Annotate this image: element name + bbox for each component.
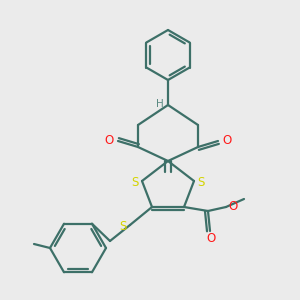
Text: O: O xyxy=(228,200,238,214)
Text: S: S xyxy=(131,176,139,188)
Text: O: O xyxy=(206,232,216,245)
Text: S: S xyxy=(197,176,205,188)
Text: S: S xyxy=(119,220,127,233)
Text: O: O xyxy=(104,134,114,148)
Text: H: H xyxy=(156,99,164,109)
Text: O: O xyxy=(222,134,232,148)
